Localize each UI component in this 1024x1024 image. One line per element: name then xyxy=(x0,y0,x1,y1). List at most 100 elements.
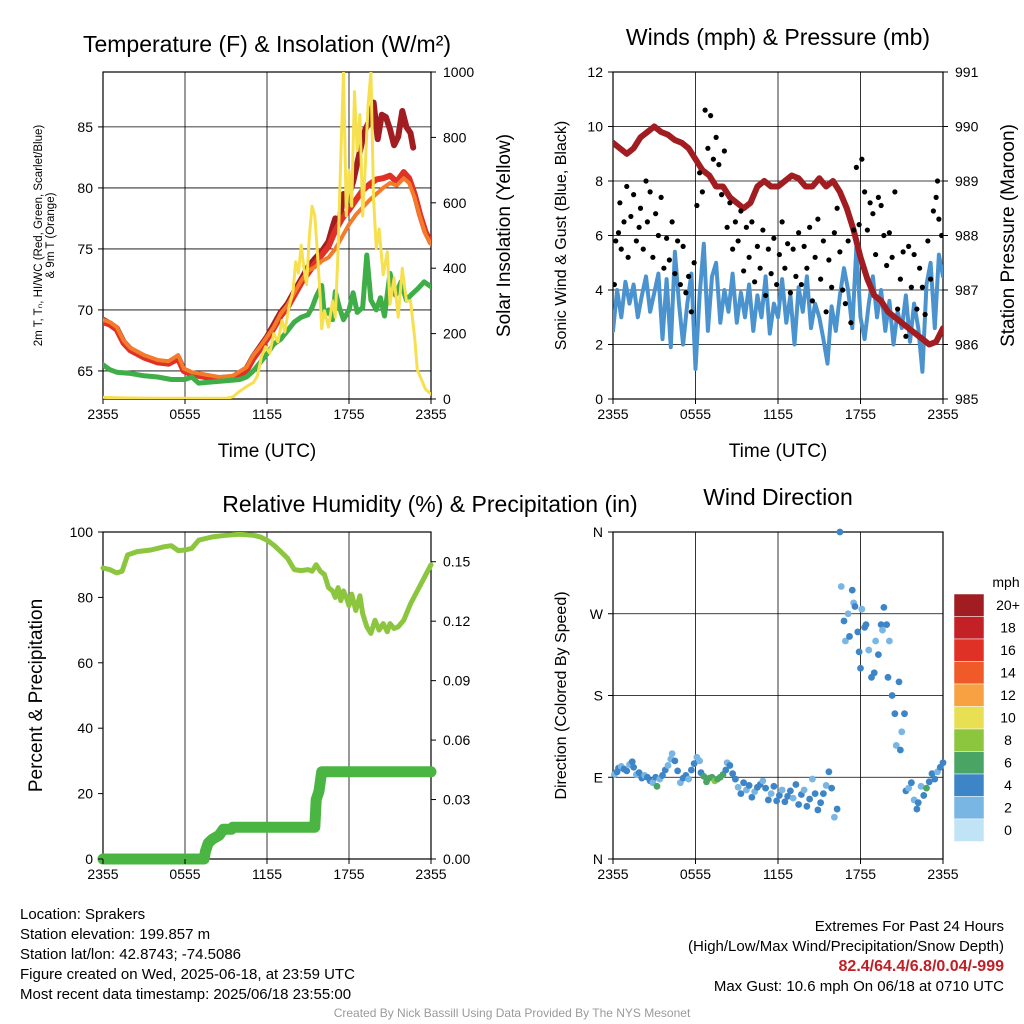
gust-point xyxy=(680,243,686,249)
colorbar-label: 18 xyxy=(1000,620,1016,636)
gust-point xyxy=(864,227,870,233)
direction-point xyxy=(854,628,862,636)
direction-point xyxy=(690,760,698,768)
gust-point xyxy=(647,189,653,195)
gust-point xyxy=(826,257,832,263)
gust-point xyxy=(856,222,862,228)
y2-tick-label: 0.09 xyxy=(443,673,470,689)
y2-tick-label: 990 xyxy=(955,119,979,135)
gust-point xyxy=(664,235,670,241)
gust-point xyxy=(925,238,931,244)
y-axis-label: Direction (Colored By Speed) xyxy=(553,591,570,799)
gust-point xyxy=(892,189,898,195)
gust-point xyxy=(919,284,925,290)
direction-point xyxy=(628,758,636,766)
gust-point xyxy=(710,156,716,162)
gust-point xyxy=(936,216,942,222)
direction-point xyxy=(770,782,778,790)
direction-point xyxy=(901,710,908,718)
gust-point xyxy=(895,306,901,312)
y2-tick-label: 985 xyxy=(955,391,979,407)
direction-point xyxy=(740,779,748,787)
gust-point xyxy=(782,265,788,271)
direction-point xyxy=(734,783,742,791)
extremes-title: Extremes For Past 24 Hours xyxy=(814,918,1004,935)
gust-point xyxy=(617,200,623,206)
gust-point xyxy=(845,238,851,244)
x-tick-label: 1155 xyxy=(763,866,793,882)
x-tick-label: 2355 xyxy=(597,406,628,422)
gust-point xyxy=(719,192,725,198)
y-tick-label: 10 xyxy=(587,119,603,135)
gust-point xyxy=(831,230,837,236)
extremes-values: 82.4/64.4/6.8/0.04/-999 xyxy=(838,958,1004,975)
direction-point xyxy=(795,801,803,808)
gust-point xyxy=(793,273,799,279)
y2-tick-label: 1000 xyxy=(443,64,474,80)
gust-point xyxy=(644,219,650,225)
direction-point xyxy=(664,762,672,769)
temperature-chart: 65 70 75 80 85 0 200 400 600 800 1000 2355 0555 1155 1… xyxy=(33,31,515,462)
direction-point xyxy=(939,759,947,767)
direction-point xyxy=(898,728,906,736)
gust-point xyxy=(743,224,749,230)
gust-point xyxy=(807,224,813,230)
direction-point xyxy=(722,766,730,774)
gust-point xyxy=(922,311,928,318)
gust-point xyxy=(705,145,711,151)
direction-point xyxy=(877,621,885,629)
gust-point xyxy=(675,238,681,244)
gust-point xyxy=(702,107,708,113)
gust-point xyxy=(914,306,920,312)
direction-point xyxy=(789,794,797,802)
direction-point xyxy=(851,603,859,610)
temperature-series xyxy=(103,72,431,399)
gust-point xyxy=(768,271,774,277)
direction-point xyxy=(786,787,794,795)
elevation-text: Station elevation: 199.857 m xyxy=(20,926,211,943)
y-tick-label: 0 xyxy=(595,391,603,407)
colorbar-label: 20+ xyxy=(996,597,1020,613)
gust-point xyxy=(787,290,793,296)
y2-tick-label: 988 xyxy=(955,228,979,244)
gust-point xyxy=(765,246,771,252)
direction-point xyxy=(857,664,864,672)
gust-point xyxy=(721,148,727,154)
x-tick-label: 2355 xyxy=(415,866,446,882)
direction-point xyxy=(885,637,893,645)
x-tick-label: 2355 xyxy=(927,866,958,882)
direction-point xyxy=(803,802,811,810)
gust-point xyxy=(713,134,719,140)
max-gust-text: Max Gust: 10.6 mph On 06/18 at 0710 UTC xyxy=(713,978,1004,995)
y-tick-label: 80 xyxy=(77,180,93,196)
direction-point xyxy=(872,637,880,645)
x-tick-label: 1755 xyxy=(333,406,364,422)
gust-point xyxy=(621,219,627,225)
direction-point xyxy=(674,767,682,775)
gust-point xyxy=(669,219,675,225)
y-tick-label: 80 xyxy=(77,589,93,605)
x-tick-label: 2355 xyxy=(415,406,446,422)
gust-point xyxy=(697,170,703,176)
gust-point xyxy=(653,211,659,217)
gust-point xyxy=(655,232,661,239)
direction-point xyxy=(862,621,870,629)
gust-point xyxy=(661,265,667,271)
gust-point xyxy=(643,178,649,184)
direction-point xyxy=(778,786,786,794)
direction-point xyxy=(762,784,770,792)
y-tick-label: 85 xyxy=(77,119,93,135)
gust-point xyxy=(837,249,843,255)
direction-point xyxy=(745,782,753,789)
direction-point xyxy=(811,790,819,797)
direction-point xyxy=(781,798,789,806)
gust-point xyxy=(732,219,738,225)
latlon-text: Station lat/lon: 42.8743; -74.5086 xyxy=(20,946,242,963)
gust-point xyxy=(934,178,941,184)
direction-point xyxy=(775,792,783,799)
colorbar-label: 12 xyxy=(1000,687,1016,703)
direction-point xyxy=(806,795,814,803)
gust-point xyxy=(906,243,912,249)
gust-point xyxy=(763,292,769,299)
gust-point xyxy=(615,230,622,236)
